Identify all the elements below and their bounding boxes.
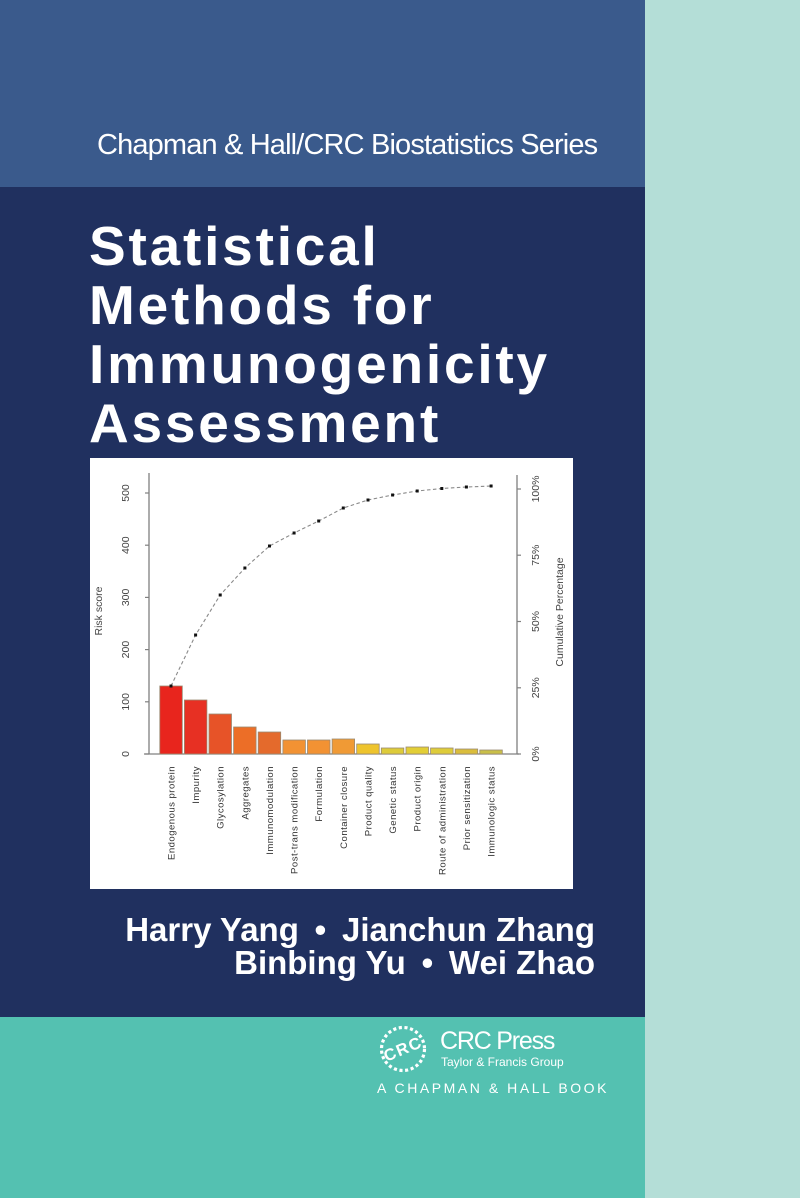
svg-text:0: 0 [120, 751, 132, 757]
svg-text:500: 500 [120, 484, 132, 502]
svg-text:Product origin: Product origin [413, 766, 424, 832]
svg-text:Glycosylation: Glycosylation [216, 766, 227, 829]
svg-text:75%: 75% [530, 545, 542, 566]
svg-text:Prior sensitization: Prior sensitization [462, 766, 473, 850]
svg-text:100: 100 [120, 693, 132, 711]
svg-text:400: 400 [120, 536, 132, 554]
svg-text:200: 200 [120, 641, 132, 659]
svg-text:0%: 0% [530, 746, 542, 761]
svg-text:CRC: CRC [381, 1033, 425, 1065]
svg-text:100%: 100% [530, 476, 542, 503]
svg-text:Formulation: Formulation [314, 766, 325, 822]
svg-text:Aggregates: Aggregates [240, 766, 251, 820]
svg-text:Impurity: Impurity [191, 766, 202, 804]
svg-text:25%: 25% [530, 677, 542, 698]
svg-text:Product quality: Product quality [364, 766, 375, 836]
svg-text:Container closure: Container closure [339, 766, 350, 849]
svg-text:Post-trans modification: Post-trans modification [290, 766, 301, 874]
svg-text:Immunomodulation: Immunomodulation [265, 766, 276, 855]
svg-text:Genetic status: Genetic status [388, 766, 399, 834]
svg-text:Immunologic status: Immunologic status [487, 766, 498, 857]
svg-text:Cumulative Percentage: Cumulative Percentage [554, 557, 566, 666]
svg-text:50%: 50% [530, 611, 542, 632]
svg-text:Route of administration: Route of administration [437, 766, 448, 875]
svg-text:Risk score: Risk score [93, 586, 105, 635]
svg-text:Endogenous protein: Endogenous protein [167, 766, 178, 860]
svg-text:300: 300 [120, 588, 132, 606]
